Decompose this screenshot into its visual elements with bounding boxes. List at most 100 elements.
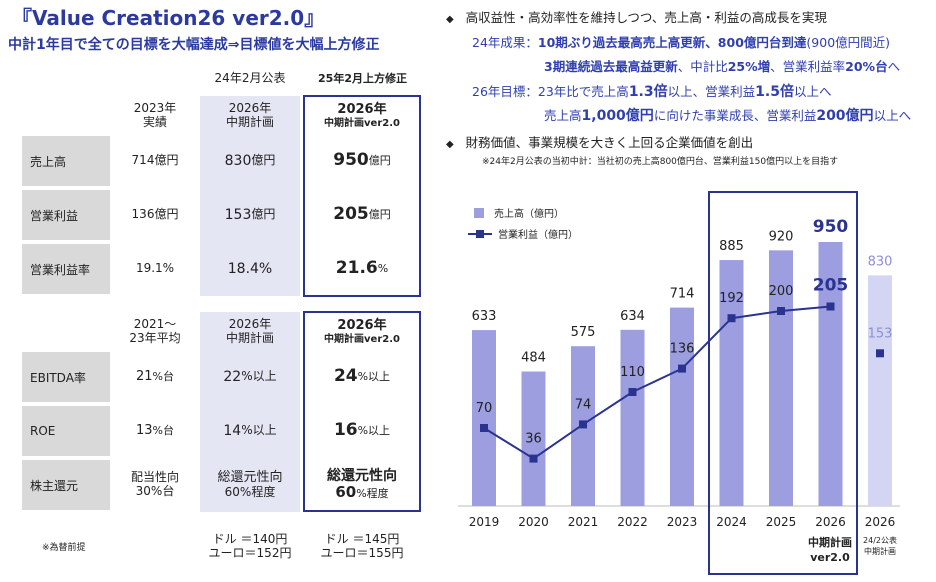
op-profit-point-2023: [678, 364, 686, 373]
table1-col2-top-header: 24年2月公表: [214, 71, 286, 86]
sales-bar-2019: [472, 330, 496, 506]
sales-bar-2023: [670, 307, 694, 506]
sales-bar-2025: [769, 250, 793, 506]
roe-plan-v2: 16 %以上: [333, 420, 391, 441]
fx-plan: ドル ＝140円 ユーロ＝152円: [208, 532, 292, 560]
sales-label-2023: 714: [670, 287, 695, 302]
row-label-roe: ROE: [22, 406, 110, 456]
sales-plan: 830 億円: [224, 152, 276, 169]
op-profit-2023: 136億円: [131, 207, 179, 222]
sales-bar-2026: [868, 275, 892, 506]
x-tick-6: 2025: [766, 515, 797, 529]
sales-label-2025: 920: [769, 229, 794, 244]
op-margin-2023: 19.1%: [135, 261, 175, 276]
op-profit-point-2026: [876, 349, 884, 358]
sales-plan-v2: 950 億円: [333, 150, 391, 171]
op-profit-point-2025: [777, 307, 785, 315]
orig-plan-note-line2: 中期計画: [864, 546, 896, 556]
x-tick-1: 2020: [518, 515, 549, 529]
page-title: 『Value Creation26 ver2.0』: [12, 6, 325, 30]
bullet-1: ◆ 高収益性・高効率性を維持しつつ、売上高・利益の高成長を実現: [446, 10, 827, 25]
row-label-ebitda: EBITDA率: [22, 352, 110, 402]
result-line-1: 24年成果：10期ぶり過去最高売上高更新、800億円台到達(900億円間近): [472, 35, 891, 50]
op-profit-point-2021: [579, 420, 587, 429]
bullet-2: ◆ 財務価値、事業規模を大きく上回る企業価値を創出: [446, 135, 754, 150]
sales-bar-2026: [818, 242, 843, 506]
legend-op-label: 営業利益（億円）: [498, 228, 578, 241]
row-label-payout: 株主還元: [22, 460, 110, 510]
fx-note: ※為替前提: [42, 543, 86, 553]
plan-note: ※24年2月公表の当初中計：当社初の売上高800億円台、営業利益150億円以上を…: [482, 157, 839, 167]
op-profit-plan: 153 億円: [224, 206, 276, 223]
page-subtitle: 中計1年目で全ての目標を大幅達成⇒目標値を大幅上方修正: [8, 37, 380, 53]
table2-col2-band: [200, 312, 300, 512]
table1-col3-header: 2026年 中期計画ver2.0: [324, 101, 400, 129]
op-profit-label-2026: 153: [868, 326, 893, 341]
payout-avg: 配当性向 30%台: [130, 470, 179, 498]
ebitda-plan: 22 %以上: [223, 368, 277, 385]
op-profit-point-2022: [628, 388, 637, 396]
table1-col1-header: 2023年 実績: [133, 101, 177, 129]
x-tick-7: 2026: [815, 515, 846, 529]
op-profit-label-2025: 200: [769, 284, 794, 299]
op-profit-point-2020: [529, 454, 538, 463]
op-margin-plan-v2: 21.6%: [335, 258, 389, 279]
legend-sales-label: 売上高（億円）: [494, 207, 564, 220]
op-margin-plan: 18.4%: [227, 260, 273, 277]
payout-plan: 総還元性向 60%程度: [217, 469, 283, 499]
plan-v2-label-line2: ver2.0: [810, 551, 850, 564]
table2-col3-header: 2026年 中期計画ver2.0: [324, 317, 400, 345]
x-tick-0: 2019: [469, 515, 500, 529]
op-profit-line: [483, 305, 831, 460]
op-profit-point-2019: [480, 424, 488, 432]
sales-bar-2024: [719, 260, 744, 506]
op-profit-point-2024: [727, 314, 736, 323]
legend-sales-swatch: [474, 208, 484, 218]
roe-plan: 14 %以上: [223, 422, 277, 439]
op-profit-label-2026: 205: [813, 276, 849, 296]
x-tick-2: 2021: [568, 515, 599, 529]
table1-col2-header: 2026年 中期計画: [225, 101, 274, 129]
table1-col2-band: [200, 96, 300, 296]
op-profit-label-2021: 74: [575, 397, 592, 412]
x-tick-3: 2022: [617, 515, 648, 529]
result-line-2: 3期連続過去最高益更新、中計比25%増、営業利益率20%台へ: [544, 59, 901, 74]
legend-op-marker: [476, 230, 484, 238]
sales-label-2019: 633: [472, 309, 497, 324]
row-label-op-profit: 営業利益: [22, 190, 110, 240]
table1-highlight-box: [303, 95, 421, 297]
ebitda-plan-v2: 24 %以上: [333, 366, 391, 387]
op-profit-label-2024: 192: [719, 291, 744, 306]
target-line-2: 売上高1,000億円に向けた事業成長、営業利益200億円以上へ: [544, 108, 912, 124]
sales-2023: 714億円: [131, 153, 179, 168]
table2-col1-header: 2021～ 23年平均: [129, 317, 181, 345]
x-tick-5: 2024: [716, 515, 747, 529]
row-label-sales: 売上高: [22, 136, 110, 186]
sales-label-2022: 634: [620, 309, 645, 324]
fx-plan-v2: ドル ＝145円 ユーロ＝155円: [320, 532, 404, 560]
row-label-op-margin: 営業利益率: [22, 244, 110, 294]
op-profit-plan-v2: 205 億円: [333, 204, 391, 225]
x-tick-4: 2023: [667, 515, 698, 529]
table2-col2-header: 2026年 中期計画: [225, 317, 274, 345]
op-profit-point-2026: [826, 302, 835, 311]
roe-avg: 13 %台: [136, 422, 174, 438]
sales-bar-2020: [521, 371, 546, 506]
op-profit-label-2020: 36: [525, 432, 542, 447]
table2-highlight-box: [303, 311, 421, 512]
table1-col3-top-header: 25年2月上方修正: [318, 71, 407, 85]
plan-v2-label-line1: 中期計画: [808, 535, 852, 549]
orig-plan-note-line1: 24/2公表: [863, 535, 897, 545]
sales-label-2020: 484: [521, 350, 546, 365]
sales-label-2021: 575: [571, 325, 596, 340]
target-line-1: 26年目標：23年比で売上高1.3倍以上、営業利益1.5倍以上へ: [472, 84, 832, 100]
sales-label-2024: 885: [719, 239, 744, 254]
op-profit-label-2023: 136: [670, 342, 695, 357]
sales-bar-2022: [620, 329, 645, 506]
op-profit-label-2022: 110: [620, 365, 645, 380]
plan-v2-highlight-box: [708, 191, 858, 575]
op-profit-label-2019: 70: [476, 401, 493, 416]
x-tick-8: 2026: [865, 515, 896, 529]
ebitda-avg: 21 %台: [136, 368, 174, 384]
